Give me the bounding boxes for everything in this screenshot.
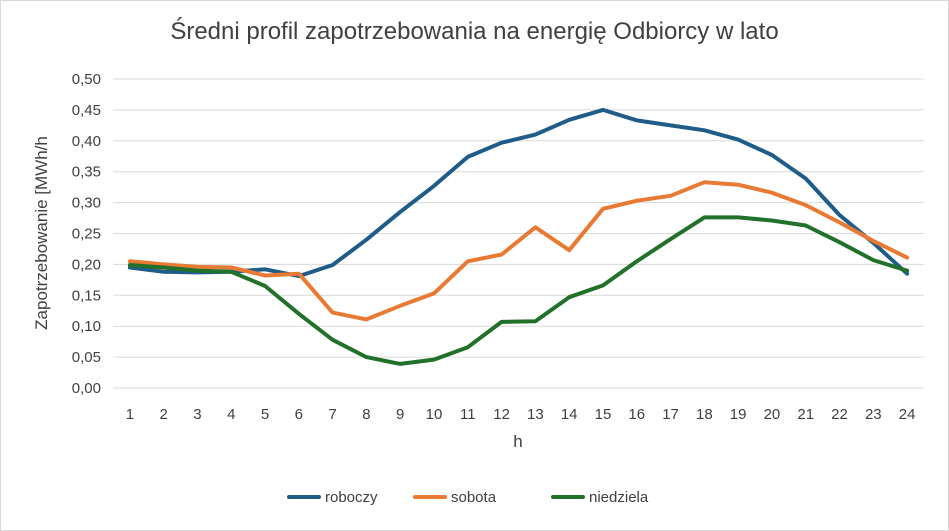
y-tick-label: 0,20 [72,256,101,273]
x-tick-label: 1 [126,406,134,423]
legend-label: niedziela [589,489,649,506]
y-tick-label: 0,30 [72,195,101,212]
x-tick-label: 23 [865,406,882,423]
y-axis-title: Zapotrzebowanie [MWh/h [32,136,51,330]
legend-item-roboczy: roboczy [287,489,378,506]
y-tick-label: 0,00 [72,380,101,397]
legend: roboczy sobota niedziela [287,489,649,506]
y-tick-label: 0,10 [72,318,101,335]
x-tick-label: 15 [595,406,612,423]
series-line-roboczy [127,107,910,279]
x-tick-label: 14 [561,406,578,423]
x-tick-label: 10 [426,406,443,423]
x-tick-label: 3 [193,406,201,423]
y-tick-label: 0,25 [72,226,101,243]
y-tick-label: 0,45 [72,102,101,119]
x-axis-ticks: 1 2 3 4 5 6 7 8 9 10 11 12 13 14 15 16 17 18 19 20 21 22 23 24 [126,406,916,423]
x-tick-label: 19 [730,406,747,423]
x-tick-label: 13 [527,406,544,423]
y-tick-label: 0,05 [72,349,101,366]
x-tick-label: 6 [295,406,303,423]
y-tick-label: 0,40 [72,133,101,150]
gridlines [113,78,924,389]
x-tick-label: 9 [396,406,404,423]
x-tick-label: 17 [662,406,679,423]
y-axis-ticks: 0,00 0,05 0,10 0,15 0,20 0,25 0,30 0,35 0,40 0,45… [72,71,101,397]
x-tick-label: 4 [227,406,235,423]
x-tick-label: 8 [362,406,370,423]
x-tick-label: 22 [831,406,848,423]
series-line-sobota [127,180,910,322]
x-tick-label: 20 [764,406,781,423]
legend-item-sobota: sobota [413,489,497,506]
x-tick-label: 24 [899,406,916,423]
y-tick-label: 0,50 [72,71,101,88]
x-tick-label: 12 [493,406,510,423]
x-tick-label: 16 [628,406,645,423]
x-tick-label: 5 [261,406,269,423]
legend-label: sobota [451,489,497,506]
y-tick-label: 0,15 [72,287,101,304]
y-tick-label: 0,35 [72,164,101,181]
x-tick-label: 11 [460,406,476,423]
x-tick-label: 18 [696,406,713,423]
series-line-niedziela [127,215,910,366]
chart-title: Średni profil zapotrzebowania na energię… [170,18,779,45]
x-tick-label: 21 [797,406,814,423]
legend-label: roboczy [325,489,378,506]
series-lines [127,107,910,366]
x-tick-label: 2 [160,406,168,423]
x-tick-label: 7 [328,406,336,423]
x-axis-title: h [513,432,522,451]
legend-item-niedziela: niedziela [551,489,649,506]
